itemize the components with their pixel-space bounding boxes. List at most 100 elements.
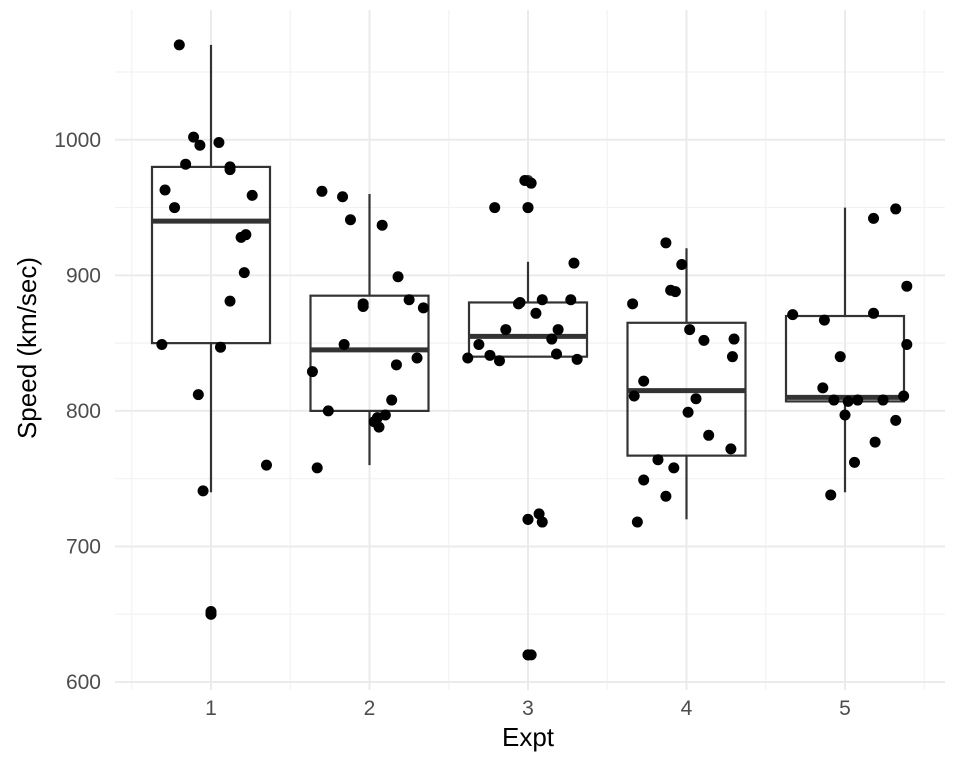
- data-point: [726, 351, 738, 363]
- data-point: [411, 352, 423, 364]
- data-point: [703, 429, 715, 441]
- data-point: [512, 298, 524, 310]
- data-point: [552, 324, 564, 336]
- data-point: [530, 307, 542, 319]
- data-point: [834, 351, 846, 363]
- data-point: [825, 489, 837, 501]
- data-point: [849, 456, 861, 468]
- data-point: [638, 474, 650, 486]
- data-point: [684, 324, 696, 336]
- data-point: [842, 395, 854, 407]
- data-point: [156, 338, 168, 350]
- data-point: [376, 219, 388, 231]
- data-point: [522, 202, 534, 214]
- y-tick-label: 600: [66, 671, 101, 694]
- data-point: [725, 443, 737, 455]
- data-point: [311, 462, 323, 474]
- data-point: [890, 414, 902, 426]
- data-point: [682, 406, 694, 418]
- data-point: [901, 280, 913, 292]
- data-point: [901, 338, 913, 350]
- data-point: [373, 421, 385, 433]
- x-tick-label: 1: [205, 697, 217, 720]
- data-point: [869, 436, 881, 448]
- data-point: [205, 608, 217, 620]
- data-point: [316, 185, 328, 197]
- data-point: [489, 202, 501, 214]
- data-point: [817, 382, 829, 394]
- box-group-2: [309, 194, 430, 466]
- data-point: [159, 184, 171, 196]
- data-point: [525, 649, 537, 661]
- data-point: [337, 191, 349, 203]
- data-point: [669, 286, 681, 298]
- data-point: [660, 237, 672, 249]
- data-point: [390, 359, 402, 371]
- data-point: [652, 454, 664, 466]
- data-point: [403, 294, 415, 306]
- box-group-4: [626, 248, 747, 520]
- data-point: [213, 137, 225, 149]
- data-point: [180, 158, 192, 170]
- data-point: [546, 333, 558, 345]
- data-point: [224, 295, 236, 307]
- data-point: [246, 189, 258, 201]
- data-point: [818, 314, 830, 326]
- data-point: [828, 394, 840, 406]
- data-point: [224, 164, 236, 176]
- x-tick-label: 4: [681, 697, 693, 720]
- x-tick-label: 3: [522, 697, 534, 720]
- data-point: [728, 333, 740, 345]
- data-point: [787, 309, 799, 321]
- data-point: [868, 307, 880, 319]
- x-tick-label: 2: [364, 697, 376, 720]
- data-point: [852, 394, 864, 406]
- data-points: [156, 39, 913, 661]
- x-axis-title: Expt: [502, 722, 555, 752]
- data-point: [839, 409, 851, 421]
- data-point: [493, 355, 505, 367]
- data-point: [338, 338, 350, 350]
- data-point: [260, 459, 272, 471]
- data-point: [173, 39, 185, 51]
- data-point: [169, 202, 181, 214]
- data-point: [344, 214, 356, 226]
- box-iqr: [150, 165, 272, 345]
- data-point: [357, 301, 369, 313]
- data-point: [868, 212, 880, 224]
- data-point: [536, 516, 548, 528]
- data-point: [235, 231, 247, 243]
- data-point: [322, 405, 334, 417]
- data-point: [690, 393, 702, 405]
- data-point: [473, 338, 485, 350]
- data-point: [536, 294, 548, 306]
- data-point: [898, 390, 910, 402]
- data-point: [698, 334, 710, 346]
- box-iqr: [467, 301, 589, 358]
- data-point: [238, 267, 250, 279]
- data-point: [192, 389, 204, 401]
- y-tick-label: 800: [66, 400, 101, 423]
- data-point: [417, 302, 429, 314]
- y-axis-title: Speed (km/sec): [12, 257, 42, 439]
- data-point: [668, 462, 680, 474]
- data-point: [676, 259, 688, 271]
- data-point: [194, 139, 206, 151]
- data-point: [551, 348, 563, 360]
- data-point: [660, 490, 672, 502]
- y-tick-label: 1000: [54, 129, 101, 152]
- data-point: [877, 394, 889, 406]
- grid: [115, 10, 945, 690]
- data-point: [890, 203, 902, 215]
- data-point: [638, 375, 650, 387]
- data-point: [462, 352, 474, 364]
- data-point: [197, 485, 209, 497]
- y-axis-ticks: 600 700 800 900 1000: [54, 129, 101, 694]
- data-point: [500, 324, 512, 336]
- data-point: [628, 390, 640, 402]
- data-point: [484, 349, 496, 361]
- x-axis-ticks: 1 2 3 4 5: [205, 697, 851, 720]
- box-iqr: [309, 294, 430, 412]
- x-tick-label: 5: [839, 697, 851, 720]
- data-point: [215, 341, 227, 353]
